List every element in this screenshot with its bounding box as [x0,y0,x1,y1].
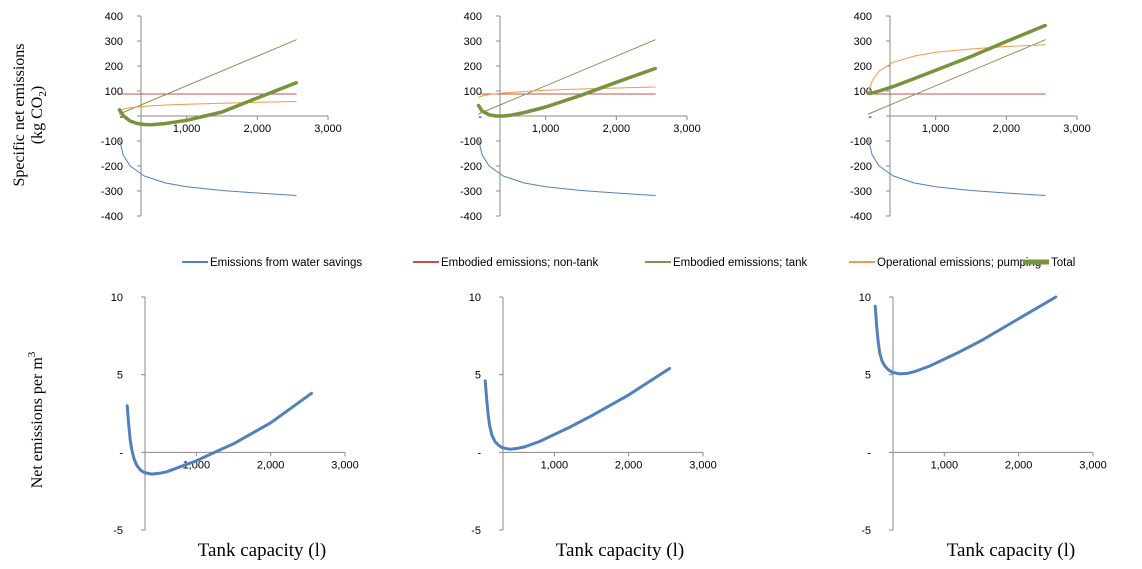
x-axis-label-2: Tank capacity (l) [556,540,684,561]
panel-top-1: 400 300 200 100 - -100 -200 -300 -400 1,000 2,000 3… [101,11,342,223]
y-tick-label: -300 [850,186,872,198]
y-tick-label: 200 [854,61,872,73]
series-emissions-from-water-savings [478,139,656,196]
y-tick-label: -5 [113,525,123,537]
y-tick-label: 400 [854,11,872,23]
y-tick-label: 400 [105,11,123,23]
x-tick-label: 2,000 [615,459,643,471]
series-operational-emissions-pumping [478,86,656,98]
x-tick-label: 2,000 [603,123,631,135]
top-y-axis-label-line1: Specific net emissions [11,43,28,186]
y-tick-label: -5 [861,525,871,537]
y-tick-label: 5 [865,370,871,382]
series-emissions-from-water-savings [119,139,297,196]
top-y-axis-label: Specific net emissions [11,43,28,186]
series-net-emissions [125,391,313,476]
y-tick-label: - [119,111,123,123]
x-tick-label: 3,000 [689,459,717,471]
series-total [476,66,657,118]
x-axis-label-1: Tank capacity (l) [198,540,326,561]
x-tick-label: 2,000 [1005,459,1033,471]
y-tick-label: 100 [854,86,872,98]
y-tick-label: 300 [105,36,123,48]
y-tick-label: 200 [105,61,123,73]
panel-bottom-1: 105--51,000 2,000 3,000 [111,292,359,537]
panel-top-3: 400 300 200 100 - -100 -200 -300 -400 1,000 2,000 3… [850,11,1091,223]
y-tick-label: - [119,447,123,459]
series-embodied-emissions-tank [478,39,656,115]
y-tick-label: -400 [101,211,123,223]
y-tick-label: -100 [850,136,872,148]
y-tick-label: 100 [105,86,123,98]
y-tick-label: 10 [859,292,871,304]
y-tick-label: -200 [101,161,123,173]
legend-label: Operational emissions; pumping [877,257,1041,269]
x-tick-label: 2,000 [993,123,1021,135]
series-total [117,81,298,127]
x-tick-label: 3,000 [1063,123,1091,135]
legend-label: Embodied emissions; tank [673,257,807,269]
series-emissions-from-water-savings [868,139,1046,196]
y-tick-label: -300 [101,186,123,198]
top-y-axis-unit: (kg CO2) [29,86,49,144]
x-tick-label: 3,000 [331,459,359,471]
y-tick-label: 200 [464,61,482,73]
y-tick-label: 300 [464,36,482,48]
y-tick-label: -5 [471,525,481,537]
y-tick-label: -200 [850,161,872,173]
series-embodied-emissions-tank [119,39,297,115]
x-tick-label: 1,000 [541,459,569,471]
series-embodied-emissions-tank [868,39,1046,115]
x-tick-label: 2,000 [257,459,285,471]
panel-bottom-2: 10 5 - -5 1,000 2,000 3,000 [469,292,717,537]
x-tick-label: 1,000 [532,123,560,135]
y-tick-label: 400 [464,11,482,23]
legend-label: Total [1051,257,1075,269]
x-tick-label: 1,000 [173,123,201,135]
y-tick-label: 300 [854,36,872,48]
legend-label: Embodied emissions; non-tank [441,257,598,269]
bottom-y-axis-label: Net emissions per m3 [26,351,46,488]
y-tick-label: -400 [460,211,482,223]
y-tick-label: - [867,447,871,459]
series-net-emissions [483,367,671,451]
series-net-emissions [873,295,1058,376]
y-tick-label: -400 [850,211,872,223]
x-tick-label: 3,000 [673,123,701,135]
y-tick-label: 10 [111,292,123,304]
y-tick-label: - [868,111,872,123]
y-tick-label: 10 [469,292,481,304]
y-tick-label: -100 [101,136,123,148]
x-tick-label: 3,000 [314,123,342,135]
y-tick-label: 100 [464,86,482,98]
series-total [866,23,1047,96]
panel-top-2: 400 300 200 100 - -100 -200 -300 -400 1,000 2,000 3… [460,11,701,223]
y-tick-label: -100 [460,136,482,148]
x-tick-label: 1,000 [922,123,950,135]
y-tick-label: 5 [475,370,481,382]
x-tick-label: 3,000 [1079,459,1107,471]
panel-bottom-3: 10 5 - -5 1,000 2,000 3,000 [859,292,1107,537]
y-tick-label: 5 [117,370,123,382]
x-tick-label: 2,000 [244,123,272,135]
x-axis-label-3: Tank capacity (l) [947,540,1075,561]
x-tick-label: 1,000 [931,459,959,471]
legend: Emissions from water savings Embodied emi… [182,257,1075,269]
y-tick-label: - [477,447,481,459]
y-tick-label: -300 [460,186,482,198]
y-tick-label: -200 [460,161,482,173]
legend-label: Emissions from water savings [210,257,362,269]
y-tick-label: - [478,111,482,123]
